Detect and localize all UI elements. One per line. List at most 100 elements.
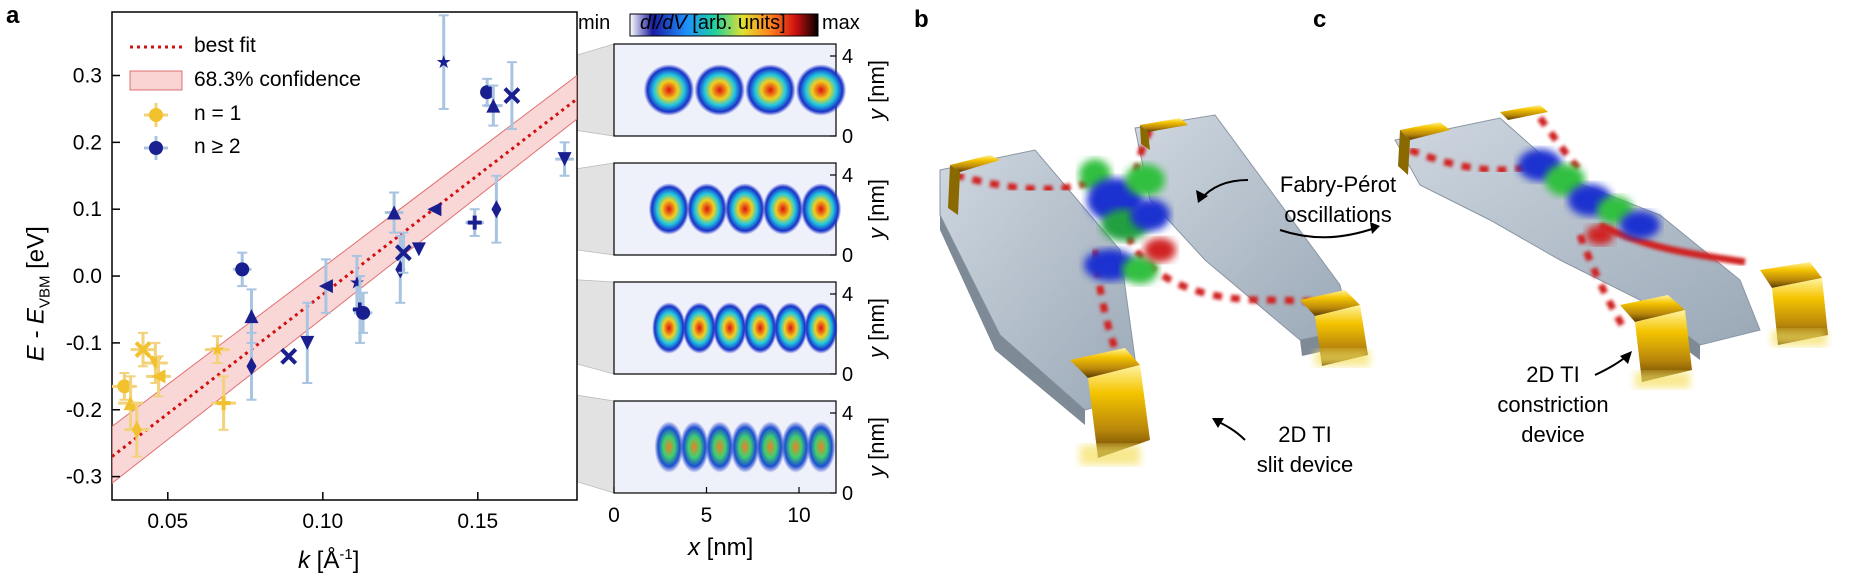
slit-device <box>939 114 1370 465</box>
map-y-tick-label: 4 <box>842 165 853 187</box>
y-tick-label: 0.0 <box>73 265 102 288</box>
x-axis-unit-exponent: -1 <box>339 546 353 563</box>
colorbar <box>629 13 819 37</box>
x-tick-label: 0.05 <box>147 510 188 533</box>
y-tick-label: 0.2 <box>73 131 102 154</box>
map-y-axis-title: y [nm] <box>864 417 889 479</box>
slit-contact-topleft <box>948 155 1000 215</box>
x-axis-symbol: k <box>298 547 310 574</box>
x-axis-title: k [Å-1] <box>298 546 359 575</box>
constriction-label-line1: 2D TI <box>1526 362 1580 387</box>
legend-n1-label: n = 1 <box>194 102 242 125</box>
data-point-n1 <box>124 402 150 458</box>
map-y-axis-title: y [nm] <box>864 298 889 360</box>
constriction-label-line2: constriction <box>1497 392 1609 417</box>
constriction-edge-channel-bottom <box>1576 233 1629 332</box>
constriction-contact-bottomleft <box>1620 295 1692 388</box>
data-point-n2 <box>427 202 442 217</box>
colorbar-quantity: dI/dV <box>640 12 687 34</box>
map-y-tick-label: 4 <box>842 284 853 306</box>
panel-label-c: c <box>1313 6 1327 33</box>
constriction-device <box>1394 105 1828 388</box>
data-point-n1 <box>146 355 171 398</box>
constriction-contact-topleft <box>1398 122 1450 175</box>
slit-contact-bottomright <box>1300 290 1370 366</box>
map-x-symbol: x <box>688 534 700 561</box>
y-tick-label: -0.3 <box>66 466 102 489</box>
y-tick-label: -0.2 <box>66 399 102 422</box>
fp-annotation-line2: oscillations <box>1284 202 1392 227</box>
panel-label-b: b <box>914 6 929 33</box>
data-point-n2 <box>491 174 502 244</box>
data-point-n2 <box>384 191 404 234</box>
y-tick-label: 0.1 <box>73 198 102 221</box>
x-tick-label: 0.15 <box>457 510 498 533</box>
data-point-n2 <box>300 301 315 385</box>
map-x-tick-label: 5 <box>701 504 713 527</box>
stm-maps: 4 0 y [nm] 4 0 y [nm] 4 0 y [nm] 4 0 y [nm] 0 5 10 <box>608 43 889 527</box>
data-point-n1: ★ <box>205 335 230 364</box>
data-point-n2 <box>555 141 574 177</box>
fp-arrow-right <box>1279 227 1376 239</box>
legend-n2-label: n ≥ 2 <box>194 135 241 158</box>
map-x-axis-title: x [nm] <box>688 534 753 562</box>
data-point-n1 <box>211 375 236 431</box>
legend-confidence-swatch <box>129 70 183 91</box>
constriction-edge-channel-right <box>1598 221 1746 266</box>
plot-frame <box>111 11 578 501</box>
slit-contact-topright <box>1140 118 1188 150</box>
constriction-edge-channel-top <box>1408 146 1537 174</box>
slit-device-label-line1: 2D TI <box>1278 422 1332 447</box>
slit-contact-bottomleft <box>1070 348 1150 465</box>
map-y-tick-label: 0 <box>842 364 853 386</box>
legend-fit-label: best fit <box>194 34 256 57</box>
data-point-n2 <box>411 242 426 257</box>
map-x-unit: [nm] <box>700 534 754 561</box>
fp-annotation: Fabry-Pérot oscillations <box>1258 170 1418 230</box>
map-y-tick-label: 0 <box>842 245 853 267</box>
fp-annotation-line1: Fabry-Pérot <box>1279 172 1397 197</box>
data-point-n2 <box>503 61 521 130</box>
data-point-n2 <box>353 291 373 334</box>
data-point-n1 <box>130 331 156 368</box>
x-tick-label: 0.10 <box>302 510 343 533</box>
svg-text:★: ★ <box>209 340 225 361</box>
data-point-n2 <box>480 77 495 107</box>
data-point-n2: ★ <box>436 14 452 110</box>
slit-slab-left-edge <box>940 215 1085 425</box>
data-point-n2 <box>394 231 412 274</box>
stm-map: 4 0 y [nm] <box>613 162 889 267</box>
constriction-device-label: 2D TI constriction device <box>1488 360 1618 450</box>
legend <box>129 45 183 160</box>
legend-n1-swatch <box>144 103 168 127</box>
slit-device-label: 2D TI slit device <box>1240 420 1370 480</box>
map-y-axis-title: y [nm] <box>864 60 889 122</box>
constriction-label-line3: device <box>1521 422 1585 447</box>
data-point-n2 <box>465 208 484 237</box>
legend-confidence-label: 68.3% confidence <box>194 68 361 91</box>
data-point-n1 <box>112 371 137 401</box>
stm-map: 4 0 y [nm] <box>613 281 889 386</box>
data-point-n2 <box>318 258 333 314</box>
colorbar-units: [arb. units] <box>692 12 786 34</box>
y-tick-label: -0.1 <box>66 332 102 355</box>
stm-map: 4 0 y [nm] <box>613 43 889 148</box>
x-axis-unit: [Å <box>316 547 340 574</box>
constriction-contact-topright <box>1500 105 1548 120</box>
confidence-band <box>112 74 577 484</box>
map-y-tick-label: 4 <box>842 46 853 68</box>
map-x-tick-label: 10 <box>787 504 810 527</box>
map-y-tick-label: 0 <box>842 126 853 148</box>
panel-label-a: a <box>6 2 20 29</box>
data-point-n2 <box>484 84 503 127</box>
stm-map: 4 0 y [nm] <box>613 400 889 505</box>
data-point-n2 <box>246 331 257 401</box>
map-y-tick-label: 0 <box>842 483 853 505</box>
y-tick-label: 0.3 <box>73 65 102 88</box>
colorbar-quantity-label: dI/dV [arb. units] <box>640 12 786 35</box>
colorbar-max-label: max <box>822 12 860 34</box>
slit-device-label-line2: slit device <box>1256 452 1354 477</box>
colorbar-min-label: min <box>578 12 611 34</box>
